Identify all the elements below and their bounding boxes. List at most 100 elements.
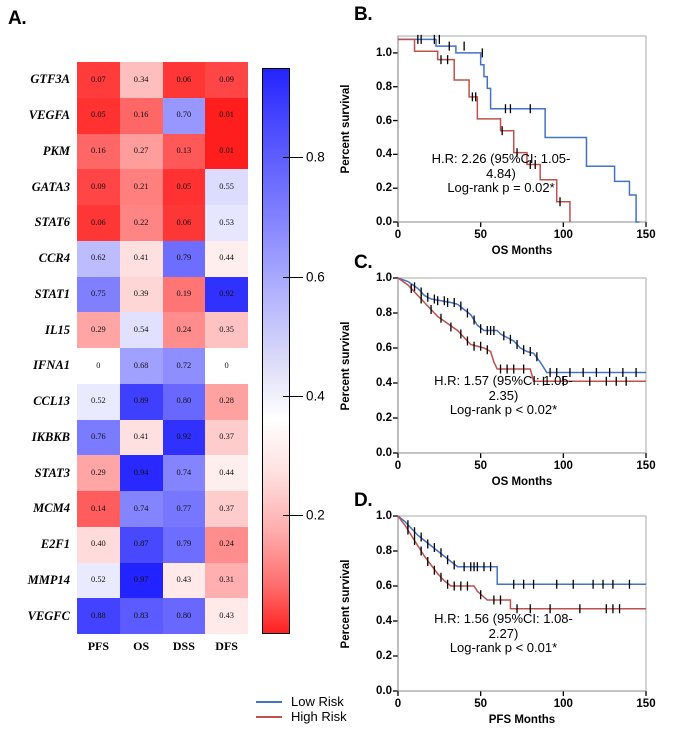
heatmap-cell: 0.06: [162, 205, 206, 241]
y-tick-label: 0.2: [376, 650, 392, 662]
heatmap-cell: 0.01: [205, 97, 248, 134]
panel-b-canvas: [393, 34, 647, 227]
panel-c-letter: C.: [354, 252, 373, 273]
heatmap-cell: 0.89: [119, 383, 163, 420]
colorbar-tick-label: 0.6: [306, 269, 325, 285]
heatmap-cell: 0.06: [162, 62, 206, 98]
heatmap-row-label: CCR4: [38, 251, 70, 266]
y-tick-label: 1.0: [376, 46, 392, 59]
y-tick-label: 0.4: [376, 377, 392, 389]
legend-line-icon: [256, 715, 282, 718]
y-tick-label: 0.0: [376, 447, 392, 459]
heatmap-row-label: GTF3A: [30, 72, 70, 87]
heatmap-cell: 0.05: [77, 97, 120, 134]
heatmap-column-label: OS: [133, 638, 150, 653]
heatmap-column-label: PFS: [87, 638, 110, 653]
y-axis-title: Percent survival: [340, 321, 352, 410]
heatmap-row-label: IFNA1: [33, 358, 70, 373]
x-tick-label: 0: [394, 229, 402, 241]
colorbar-tick-inner: [283, 395, 290, 397]
x-tick-label: 50: [474, 698, 488, 710]
heatmap-row-label: IKBKB: [31, 429, 70, 444]
heatmap-cell: 0.05: [162, 169, 206, 205]
x-axis-title: OS Months: [491, 245, 553, 257]
heatmap-cell: 0.75: [77, 276, 120, 313]
colorbar-tick: [290, 157, 303, 159]
colorbar-tick-label: 0.4: [306, 388, 325, 404]
colorbar-gradient: [262, 68, 290, 634]
y-tick-label: 0.6: [376, 114, 392, 127]
panel-c-canvas: [393, 277, 647, 458]
y-tick-label: 1.0: [376, 510, 392, 522]
x-axis-title: PFS Months: [488, 714, 556, 726]
colorbar-tick: [290, 514, 303, 516]
heatmap-row-label: STAT3: [34, 465, 70, 480]
y-tick-label: 0.0: [376, 685, 392, 697]
heatmap-cell: 0.52: [77, 383, 120, 420]
panel-d-canvas: [393, 515, 647, 696]
heatmap-cell: 0.70: [162, 97, 206, 134]
heatmap-cell: 0.41: [119, 240, 163, 277]
heatmap-cell: 0.43: [162, 562, 206, 599]
risk-group-legend: Low Risk High Risk: [256, 694, 386, 724]
legend-item: High Risk: [256, 709, 386, 724]
heatmap-cell: 0.92: [205, 276, 248, 313]
heatmap-row-label: STAT6: [34, 215, 70, 230]
y-tick-label: 0.2: [376, 412, 392, 424]
heatmap-row-label: GATA3: [31, 179, 70, 194]
heatmap-cell: 0.31: [205, 562, 248, 599]
heatmap-cell: 0.74: [162, 455, 206, 491]
heatmap-cell: 0.16: [77, 133, 120, 170]
heatmap-cell: 0.72: [162, 348, 206, 384]
legend-label: High Risk: [291, 709, 347, 724]
heatmap-row-label: MCM4: [33, 501, 70, 516]
heatmap-row-labels: GTF3A VEGFA PKM GATA3 STAT6 CCR4 STAT1 IL15 IFNA…: [4, 62, 74, 634]
heatmap-cell: 0.87: [119, 526, 163, 563]
x-tick-label: 100: [553, 460, 573, 472]
colorbar-tick: [290, 276, 303, 278]
heatmap-cell: 0.19: [162, 276, 206, 313]
x-tick-label: 0: [394, 698, 402, 710]
heatmap-cell: 0.37: [205, 491, 248, 527]
heatmap-row-label: PKM: [42, 143, 70, 158]
heatmap-cell: 0.24: [205, 526, 248, 563]
km-curve-low-risk: [398, 38, 640, 223]
y-tick-label: 0.8: [376, 307, 392, 319]
heatmap-cell: 0.77: [162, 491, 206, 527]
heatmap-cell: 0.29: [77, 455, 120, 491]
heatmap-row-label: IL15: [45, 322, 70, 337]
x-tick-label: 150: [636, 229, 656, 241]
panel-b-km-plot: B. 0.0 0.2 0.4 0.6 0.8 1.0 0 50 100 150 OS Months Pe…: [340, 0, 677, 257]
heatmap-cell: 0.94: [119, 455, 163, 491]
heatmap-cell: 0.27: [119, 133, 163, 170]
colorbar-tick-inner: [283, 514, 290, 516]
y-tick-label: 0.6: [376, 580, 392, 592]
heatmap-cell: 0.35: [205, 312, 248, 348]
panel-a-letter: A.: [8, 8, 27, 29]
heatmap-column-label: DSS: [172, 638, 195, 653]
heatmap-cell: 0.07: [77, 62, 120, 98]
y-axis-title: Percent survival: [340, 84, 352, 174]
heatmap-cell: 0.83: [119, 598, 163, 634]
heatmap-cell: 0.76: [77, 419, 120, 456]
heatmap-cell: 0.06: [77, 205, 120, 241]
km-curve-high-risk: [398, 38, 571, 222]
x-tick-label: 100: [553, 698, 573, 710]
y-axis-title: Percent survival: [340, 559, 352, 648]
heatmap-cell: 0.79: [162, 526, 206, 563]
plot-frame: [397, 515, 647, 692]
heatmap-cell: 0.74: [119, 491, 163, 527]
panel-d-km-plot: D. 0.0 0.2 0.4 0.6 0.8 1.0 0 50 100 150 PFS Months P…: [340, 488, 677, 730]
colorbar-tick-inner: [283, 157, 290, 159]
heatmap-cell: 0.29: [77, 312, 120, 348]
heatmap-cell: 0.14: [77, 491, 120, 527]
panel-a-heatmap: A. GTF3A VEGFA PKM GATA3 STAT6 CCR4 STAT1 IL15 I…: [4, 8, 347, 724]
x-tick-label: 150: [636, 460, 656, 472]
heatmap-row-label: MMP14: [27, 572, 70, 587]
y-tick-label: 0.0: [376, 216, 392, 228]
km-stats-annotation: H.R: 1.56 (95%CI: 1.08- 2.27) Log-rank p…: [434, 611, 573, 656]
heatmap-cell: 0.62: [77, 240, 120, 277]
heatmap-cell: 0: [77, 348, 120, 384]
km-curve-low-risk: [397, 515, 646, 585]
heatmap-cell: 0.22: [119, 205, 163, 241]
